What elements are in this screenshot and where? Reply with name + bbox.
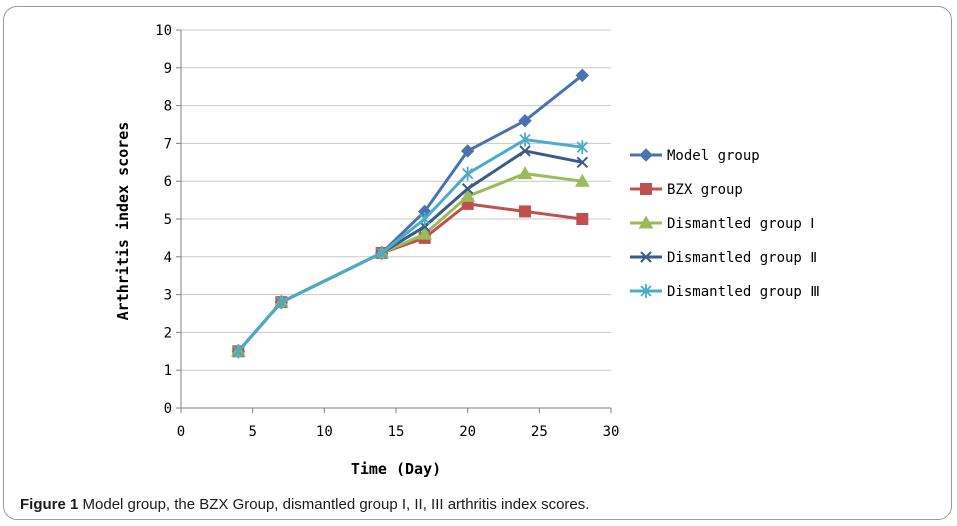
legend-label: BZX group [667, 182, 743, 198]
x-tick-label: 0 [177, 424, 185, 440]
series-layer [230, 68, 590, 359]
axes [180, 30, 611, 409]
data-point [460, 188, 476, 202]
x-tick-label: 30 [603, 424, 620, 440]
data-point [460, 144, 475, 158]
data-point [576, 140, 588, 155]
legend-marker [639, 148, 653, 162]
legend-entry: Dismantled group Ⅱ [630, 250, 817, 266]
x-tick-label: 15 [388, 424, 405, 440]
series-line [237, 172, 583, 353]
data-point [519, 132, 531, 147]
legend-entry: Model group [630, 148, 760, 164]
data-point [417, 226, 433, 240]
legend-label: Model group [667, 148, 760, 164]
data-point [576, 156, 589, 169]
figure-frame [3, 6, 952, 520]
line-chart: 0 1 2 3 4 5 6 7 8 9 10 0 5 10 15 20 25 30 Time (Day) Arth… [114, 23, 820, 478]
figure-caption: Figure 1 Model group, the BZX Group, dis… [20, 496, 940, 513]
data-point [518, 114, 532, 128]
y-tick-label: 5 [164, 212, 172, 228]
series-line [237, 138, 583, 353]
legend-label: Dismantled group Ⅲ [667, 284, 820, 300]
data-point [576, 213, 589, 225]
y-tick-label: 1 [164, 363, 172, 379]
data-point [462, 166, 474, 181]
y-tick-label: 3 [164, 288, 172, 304]
data-point [232, 344, 244, 359]
y-tick-label: 10 [155, 23, 172, 39]
y-tick-label: 4 [164, 250, 172, 266]
caption-text: Model group, the BZX Group, dismantled g… [78, 496, 590, 513]
data-point [376, 246, 388, 261]
legend-marker [640, 251, 652, 263]
y-tick-label: 9 [164, 61, 172, 77]
y-tick-label: 6 [164, 174, 172, 190]
data-point [519, 145, 531, 157]
legend-marker [640, 284, 652, 298]
data-point [419, 212, 431, 226]
data-point [275, 295, 287, 310]
data-point [574, 173, 590, 187]
x-axis-title: Time (Day) [351, 460, 441, 478]
series-2 [232, 197, 589, 358]
data-point [575, 68, 590, 83]
data-point [519, 205, 531, 218]
y-axis-title: Arthritis index scores [114, 122, 132, 321]
legend-marker [640, 183, 652, 195]
x-tick-label: 25 [531, 424, 548, 440]
data-point [461, 183, 474, 195]
y-tick-label: 8 [164, 99, 172, 115]
legend: Model group BZX group Dismantled group Ⅰ Di… [630, 148, 820, 300]
series-4 [232, 145, 589, 358]
series-3 [230, 166, 590, 357]
legend-label: Dismantled group Ⅰ [667, 216, 814, 232]
x-tick-label: 20 [459, 424, 476, 440]
data-point [517, 166, 533, 180]
tick-labels: 0 1 2 3 4 5 6 7 8 9 10 0 5 10 15 20 25 30 [155, 23, 619, 440]
x-tick-label: 10 [316, 424, 333, 440]
legend-label: Dismantled group Ⅱ [667, 250, 817, 266]
grid-lines [176, 29, 612, 413]
legend-entry: BZX group [630, 182, 743, 198]
y-tick-label: 0 [164, 401, 172, 417]
y-tick-label: 7 [164, 136, 172, 152]
legend-marker [638, 215, 654, 229]
legend-entry: Dismantled group Ⅲ [630, 284, 820, 300]
x-tick-label: 5 [248, 424, 256, 440]
series-5 [232, 132, 588, 359]
legend-entry: Dismantled group Ⅰ [630, 215, 814, 232]
y-tick-label: 2 [164, 325, 172, 341]
caption-label: Figure 1 [20, 496, 79, 513]
